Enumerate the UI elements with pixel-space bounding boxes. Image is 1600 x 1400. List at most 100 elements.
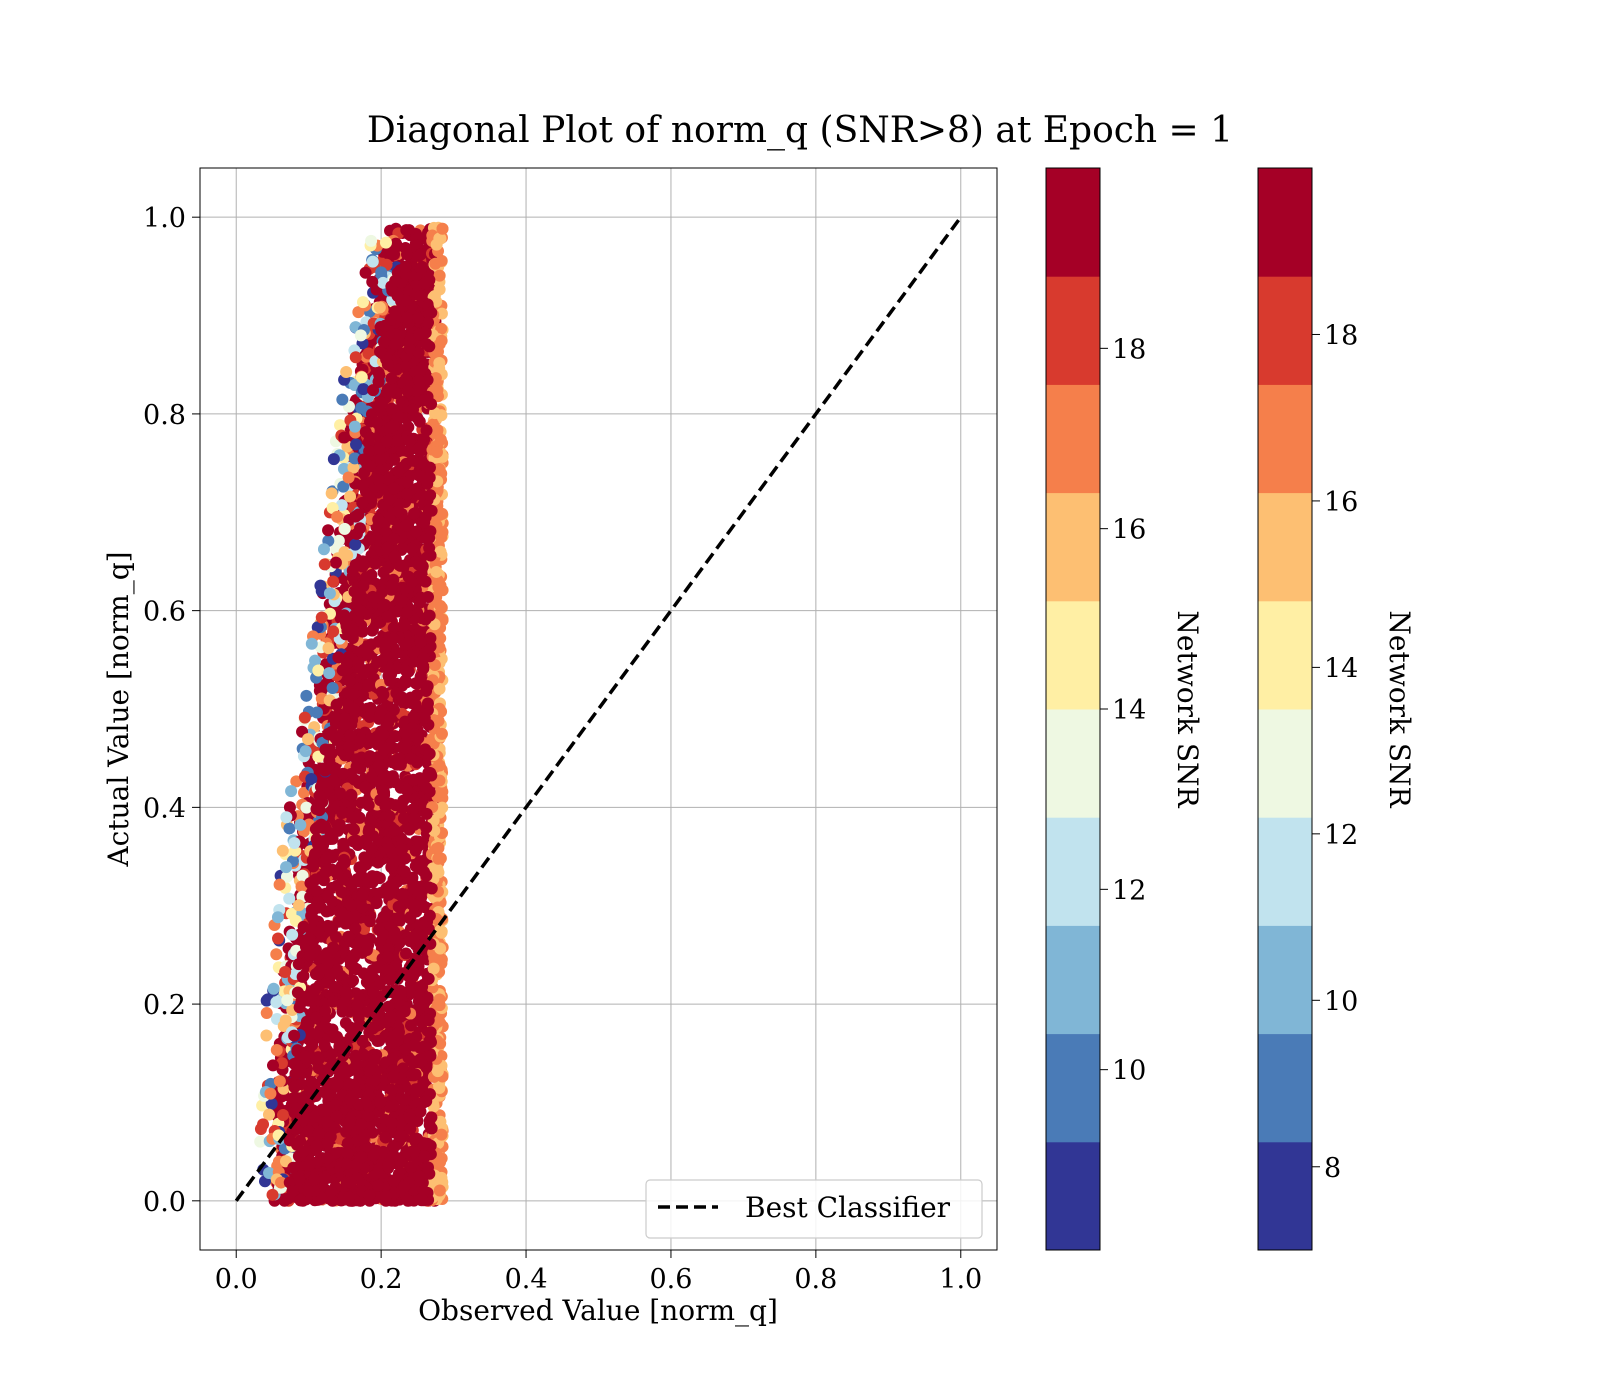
scatter-point (370, 416, 383, 429)
y-tick-label: 1.0 (143, 203, 186, 234)
scatter-point (353, 861, 366, 874)
scatter-point (414, 886, 427, 899)
scatter-point (357, 643, 370, 656)
scatter-point (330, 1110, 343, 1123)
scatter-point (256, 1099, 269, 1112)
scatter-point (392, 900, 405, 913)
scatter-point (306, 1038, 319, 1051)
scatter-point (366, 964, 379, 977)
scatter-point (349, 1049, 362, 1062)
scatter-point (417, 865, 430, 878)
scatter-point (420, 807, 433, 820)
scatter-point (362, 1109, 375, 1122)
scatter-point (348, 823, 361, 836)
legend: Best Classifier (645, 1179, 983, 1239)
scatter-point (267, 982, 280, 995)
scatter-point (321, 1152, 334, 1165)
scatter-point (360, 943, 373, 956)
scatter-point (391, 289, 404, 302)
scatter-point (435, 727, 448, 740)
scatter-point (327, 941, 340, 954)
scatter-point (349, 922, 362, 935)
scatter-point (412, 312, 425, 325)
scatter-point (382, 1160, 395, 1173)
scatter-point (387, 1070, 400, 1083)
scatter-point (302, 1019, 315, 1032)
scatter-point (420, 338, 433, 351)
scatter-point (394, 559, 407, 572)
scatter-point (296, 869, 309, 882)
scatter-point (339, 615, 352, 628)
scatter-point (309, 847, 322, 860)
scatter-point (387, 621, 400, 634)
colorbar-segment (1046, 384, 1100, 494)
scatter-point (347, 461, 360, 474)
scatter-point (434, 1037, 447, 1050)
scatter-point (433, 641, 446, 654)
scatter-point (376, 600, 389, 613)
scatter-point (292, 899, 305, 912)
scatter-point (401, 784, 414, 797)
x-axis-label: Observed Value [norm_q] (418, 1294, 778, 1327)
scatter-point (337, 480, 350, 493)
scatter-point (356, 889, 369, 902)
scatter-point (331, 510, 344, 523)
scatter-point (285, 785, 298, 798)
scatter-point (271, 911, 284, 924)
scatter-point (373, 1162, 386, 1175)
scatter-point (407, 454, 420, 467)
scatter-point (355, 1150, 368, 1163)
scatter-point (436, 785, 449, 798)
scatter-point (392, 505, 405, 518)
scatter-point (343, 1191, 356, 1204)
scatter-point (375, 654, 388, 667)
scatter-point (432, 581, 445, 594)
scatter-point (330, 698, 343, 711)
scatter-point (304, 949, 317, 962)
scatter-point (291, 986, 304, 999)
scatter-point (363, 823, 376, 836)
y-tick-label: 0.8 (143, 400, 186, 431)
scatter-point (412, 995, 425, 1008)
scatter-point (398, 1180, 411, 1193)
scatter-point (354, 522, 367, 535)
scatter-point (364, 701, 377, 714)
scatter-point (396, 843, 409, 856)
scatter-point (435, 1128, 448, 1141)
scatter-point (280, 870, 293, 883)
scatter-point (363, 533, 376, 546)
y-tick-label: 0.2 (143, 990, 186, 1021)
scatter-point (340, 1157, 353, 1170)
scatter-point (312, 1027, 325, 1040)
scatter-point (401, 476, 414, 489)
scatter-point (373, 442, 386, 455)
scatter-point (384, 973, 397, 986)
scatter-point (341, 624, 354, 637)
scatter-point (372, 1179, 385, 1192)
scatter-point (301, 733, 314, 746)
scatter-point (357, 383, 370, 396)
scatter-point (323, 667, 336, 680)
scatter-point (434, 433, 447, 446)
scatter-point (372, 635, 385, 648)
scatter-point (384, 674, 397, 687)
scatter-point (355, 1118, 368, 1131)
scatter-point (389, 730, 402, 743)
scatter-point (312, 1127, 325, 1140)
colorbar-tick-label: 12 (1112, 875, 1146, 906)
scatter-point (423, 747, 436, 760)
scatter-point (379, 1056, 392, 1069)
scatter-point (435, 334, 448, 347)
scatter-point (341, 1147, 354, 1160)
scatter-point (331, 824, 344, 837)
scatter-point (433, 1184, 446, 1197)
scatter-point (431, 1065, 444, 1078)
scatter-point (288, 1106, 301, 1119)
scatter-point (331, 1078, 344, 1091)
scatter-point (412, 346, 425, 359)
scatter-point (414, 1053, 427, 1066)
scatter-point (355, 371, 368, 384)
x-axis: 0.0 0.2 0.4 0.6 0.8 1.0 (215, 1250, 982, 1295)
